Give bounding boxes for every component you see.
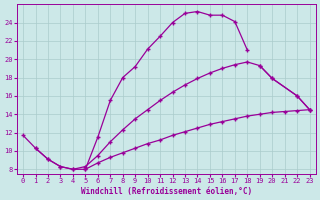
X-axis label: Windchill (Refroidissement éolien,°C): Windchill (Refroidissement éolien,°C) bbox=[81, 187, 252, 196]
